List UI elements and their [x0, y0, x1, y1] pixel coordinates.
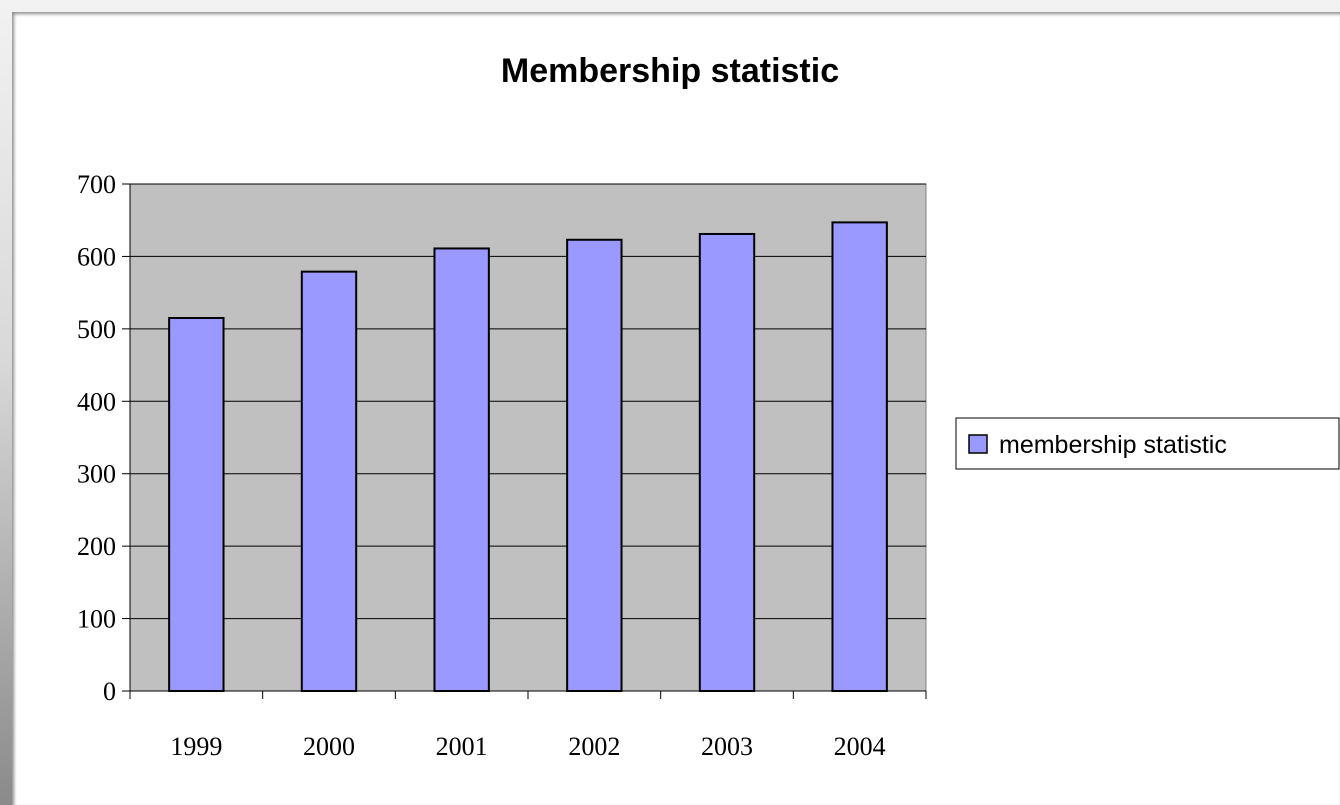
x-tick-label: 2004 [834, 732, 886, 761]
bar-2000 [300, 270, 358, 692]
y-tick-label: 500 [77, 315, 116, 344]
axes [122, 183, 927, 699]
bar-2002 [566, 238, 623, 693]
bar-1999 [168, 316, 225, 692]
bar-2004 [831, 221, 888, 692]
y-tick-label: 0 [103, 677, 116, 706]
x-tick-label: 2000 [303, 732, 355, 761]
bar-2003 [698, 232, 756, 692]
legend-swatch [968, 434, 988, 454]
gridlines [130, 183, 926, 620]
plot-area [129, 183, 927, 692]
tick-labels: 0 100 200 300 400 500 600 700 1999 2000 2001 2002 20… [77, 170, 886, 761]
legend-box [955, 417, 1340, 470]
chart-title: Membership statistic [501, 52, 839, 90]
x-tick-label: 1999 [170, 732, 222, 761]
y-tick-label: 200 [77, 532, 116, 561]
y-tick-label: 300 [77, 460, 116, 489]
y-tick-label: 400 [77, 387, 116, 416]
legend: membership statistic [955, 417, 1340, 470]
x-tick-label: 2003 [701, 732, 753, 761]
bar-2001 [433, 247, 490, 692]
x-tick-label: 2001 [436, 732, 488, 761]
y-tick-label: 100 [77, 605, 116, 634]
bars [168, 221, 888, 693]
y-tick-label: 600 [77, 242, 116, 271]
legend-label: membership statistic [999, 431, 1227, 459]
y-tick-label: 700 [77, 170, 116, 199]
x-tick-label: 2002 [568, 732, 620, 761]
